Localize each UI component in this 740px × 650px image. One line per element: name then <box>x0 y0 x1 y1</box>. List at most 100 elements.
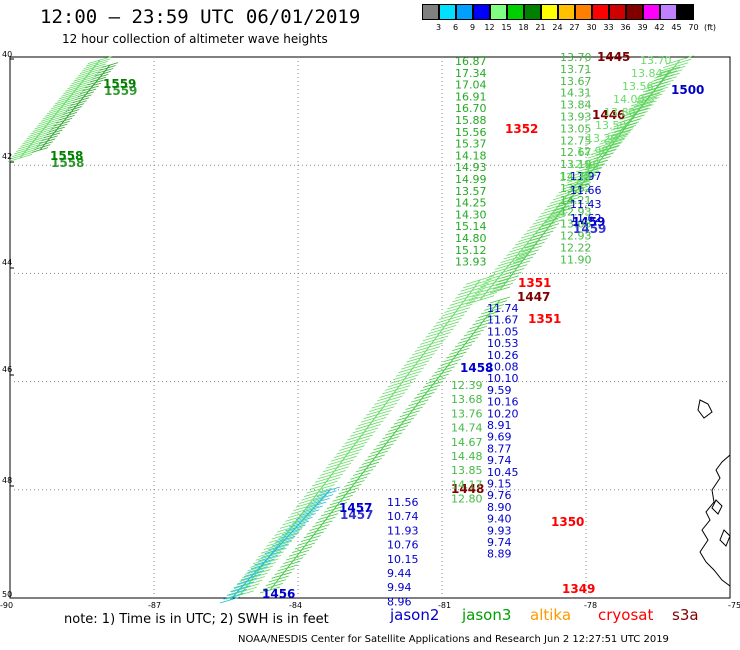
swh-value: 13.93 <box>455 256 487 269</box>
scale-swatch <box>490 4 507 20</box>
swh-value: 9.74 <box>487 454 512 467</box>
swh-value-track: 13.56 <box>622 80 654 93</box>
legend-jason3: jason3 <box>462 606 512 624</box>
legend-jason2: jason2 <box>390 606 440 624</box>
track-line <box>39 64 111 151</box>
swh-value: 13.08 <box>560 218 592 231</box>
lat-tick-4: 46 <box>2 365 13 374</box>
scale-label: 33 <box>603 23 614 32</box>
swh-value: 9.76 <box>487 489 512 502</box>
swh-value: 16.91 <box>455 90 487 103</box>
map-title: 12:00 – 23:59 UTC 06/01/2019 <box>40 6 361 28</box>
lon-tick-5: -78 <box>584 601 598 610</box>
swh-value: 13.71 <box>560 63 592 76</box>
swh-value: 13.57 <box>455 185 487 198</box>
swh-value: 8.89 <box>487 548 512 561</box>
time-label: 1447 <box>517 290 550 304</box>
map-subtitle: 12 hour collection of altimeter wave hei… <box>62 32 328 46</box>
time-label: 1500 <box>671 83 704 97</box>
swh-value: 14.67 <box>451 436 483 449</box>
swh-value: 11.66 <box>570 184 602 197</box>
swh-value: 14.25 <box>455 197 487 210</box>
swh-value: 14.18 <box>455 149 487 162</box>
swh-value: 11.74 <box>487 302 519 315</box>
swh-value: 15.14 <box>455 220 487 233</box>
swh-value: 10.74 <box>387 510 419 523</box>
lat-tick-2: 42 <box>2 152 13 161</box>
swh-value-track: 14.00 <box>613 93 645 106</box>
time-label-echo: 1558 <box>51 156 84 170</box>
swh-value: 11.90 <box>560 253 592 266</box>
scale-swatch <box>643 4 660 20</box>
swh-value: 12.67 <box>560 146 592 159</box>
swh-value-track: 12.60 <box>568 158 600 171</box>
swh-value: 13.93 <box>560 111 592 124</box>
swh-value: 13.19 <box>560 158 592 171</box>
swh-value: 8.90 <box>487 501 512 514</box>
swh-value: 9.93 <box>487 524 512 537</box>
scale-label: 27 <box>569 23 580 32</box>
swh-value: 14.99 <box>455 173 487 186</box>
swh-value: 13.68 <box>451 393 483 406</box>
scale-label: 45 <box>671 23 682 32</box>
swh-value: 14.93 <box>455 161 487 174</box>
swh-value-track: 13.50 <box>595 119 627 132</box>
coastline <box>697 399 731 587</box>
track-line <box>269 299 501 591</box>
swh-value: 8.96 <box>387 595 412 608</box>
swh-value: 17.34 <box>455 67 487 80</box>
time-label: 1446 <box>592 108 625 122</box>
swh-value: 10.20 <box>487 407 519 420</box>
wave-height-columns: 16.8717.3417.0416.9116.7015.8815.5615.37… <box>387 51 672 608</box>
swh-value: 9.69 <box>487 431 512 444</box>
lat-tick-6: 50 <box>2 590 13 599</box>
swh-value: 14.80 <box>455 232 487 245</box>
satellite-tracks <box>7 55 695 604</box>
legend-s3a: s3a <box>672 606 699 624</box>
swh-value: 15.37 <box>455 138 487 151</box>
swh-value: 13.05 <box>560 122 592 135</box>
lat-tick-1: 40 <box>2 50 13 59</box>
swh-value: 14.30 <box>455 208 487 221</box>
swh-value: 15.56 <box>455 126 487 139</box>
swh-value: 10.15 <box>387 553 419 566</box>
time-label: 1351 <box>518 276 551 290</box>
swh-value: 14.31 <box>560 87 592 100</box>
swh-value-track: 12.30 <box>559 171 591 184</box>
swh-value: 10.16 <box>487 396 519 409</box>
swh-value: 13.84 <box>560 99 592 112</box>
track-line <box>499 69 671 291</box>
track-line <box>229 489 331 601</box>
scale-label: 9 <box>469 23 476 32</box>
swh-value: 16.87 <box>455 55 487 68</box>
time-label: 1445 <box>597 50 630 64</box>
scale-swatch <box>524 4 541 20</box>
lon-tick-1: -90 <box>0 601 14 610</box>
swh-value: 14.74 <box>451 422 483 435</box>
swh-value: 10.76 <box>387 539 419 552</box>
scale-swatch <box>592 4 609 20</box>
swh-value: 15.12 <box>455 244 487 257</box>
track-line <box>239 279 481 596</box>
swh-value: 10.10 <box>487 372 519 385</box>
swh-value: 12.93 <box>560 230 592 243</box>
time-label: 1351 <box>528 312 561 326</box>
swh-value: 10.26 <box>487 349 519 362</box>
swh-value: 10.08 <box>487 361 519 374</box>
lon-tick-2: -87 <box>148 601 162 610</box>
swh-value: 16.70 <box>455 102 487 115</box>
time-label: 1558 <box>50 149 83 163</box>
swh-value: 11.93 <box>387 524 419 537</box>
scale-swatch <box>541 4 558 20</box>
scale-swatch <box>456 4 473 20</box>
swh-value: 11.67 <box>487 314 519 327</box>
scale-label: 70 <box>688 23 699 32</box>
scale-swatch <box>626 4 643 20</box>
swh-value: 17.04 <box>455 79 487 92</box>
swh-value: 14.17 <box>451 478 483 491</box>
swh-value: 12.93 <box>560 206 592 219</box>
scale-label: 42 <box>654 23 665 32</box>
legend-cryosat: cryosat <box>598 606 654 624</box>
map-frame <box>9 56 731 599</box>
